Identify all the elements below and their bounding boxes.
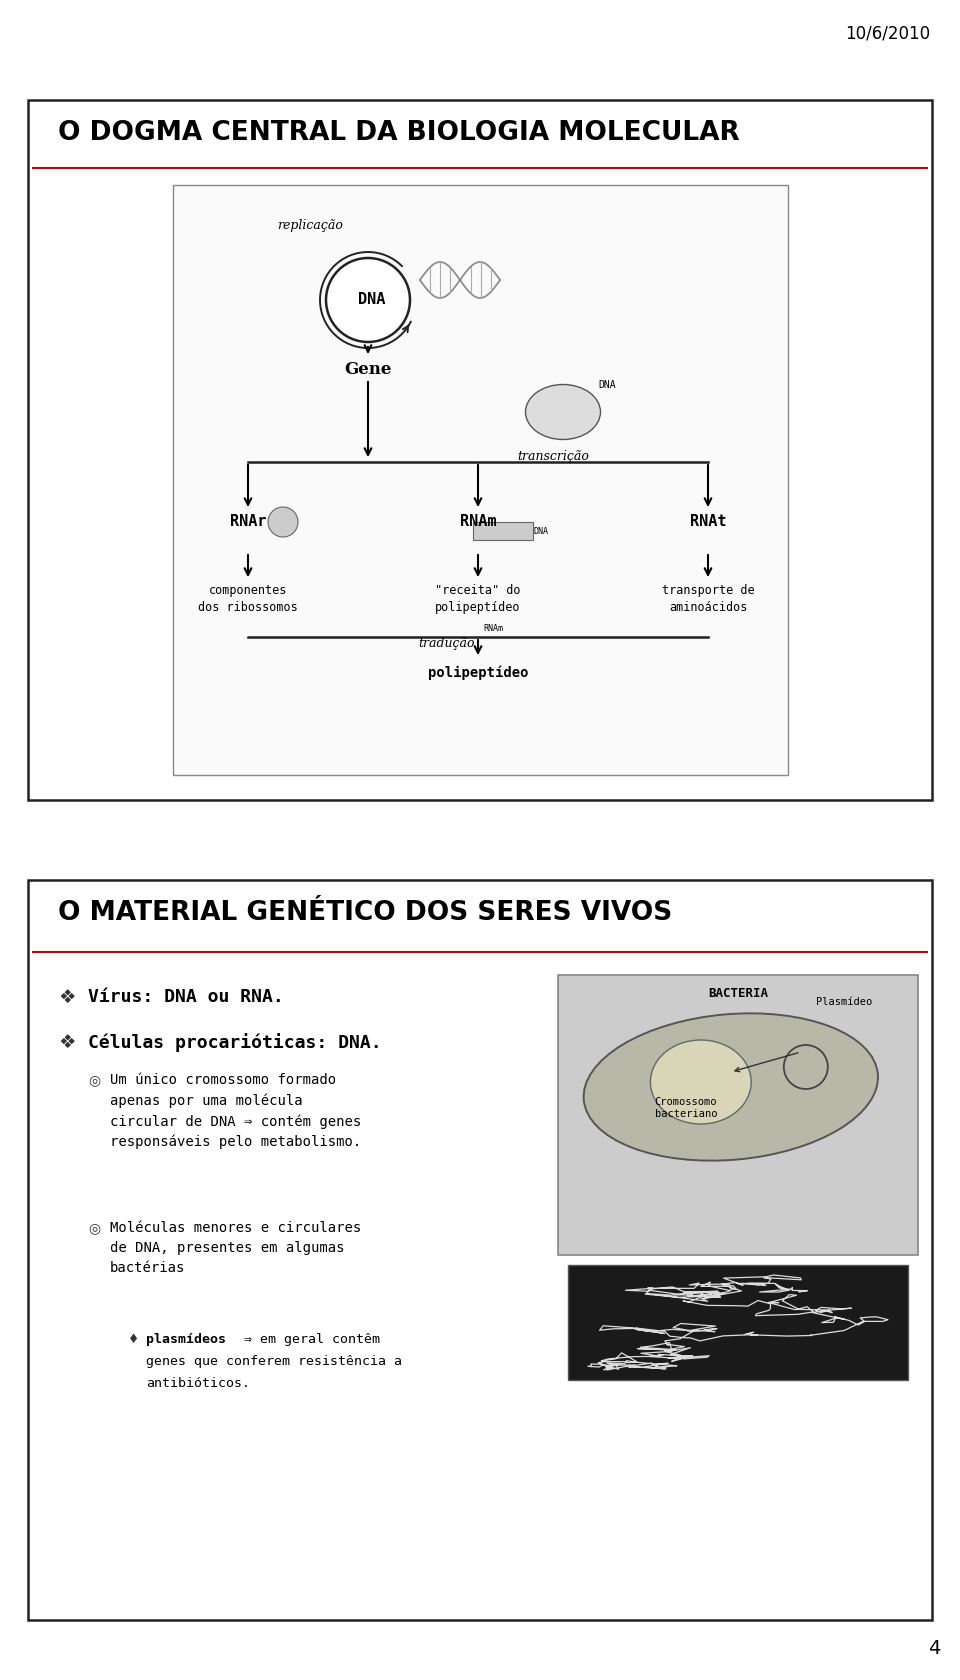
Text: ◎: ◎ bbox=[88, 1074, 100, 1087]
Text: ❖: ❖ bbox=[58, 1033, 76, 1052]
Text: Vírus: DNA ou RNA.: Vírus: DNA ou RNA. bbox=[88, 988, 284, 1006]
Text: antibióticos.: antibióticos. bbox=[146, 1378, 250, 1389]
Text: componentes
dos ribossomos: componentes dos ribossomos bbox=[198, 585, 298, 613]
Ellipse shape bbox=[584, 1013, 878, 1161]
Text: BACTERIA: BACTERIA bbox=[708, 986, 768, 1000]
Ellipse shape bbox=[525, 385, 601, 440]
Circle shape bbox=[268, 507, 298, 538]
Text: ◎: ◎ bbox=[88, 1221, 100, 1235]
Text: 10/6/2010: 10/6/2010 bbox=[845, 25, 930, 44]
Text: RNAm: RNAm bbox=[483, 623, 503, 633]
Text: DNA: DNA bbox=[598, 380, 615, 390]
Text: genes que conferem resistência a: genes que conferem resistência a bbox=[146, 1356, 402, 1368]
Text: 4: 4 bbox=[927, 1640, 940, 1658]
Text: transporte de
aminoácidos: transporte de aminoácidos bbox=[661, 585, 755, 613]
FancyBboxPatch shape bbox=[173, 185, 788, 774]
Text: DNA: DNA bbox=[533, 528, 548, 536]
FancyBboxPatch shape bbox=[28, 880, 932, 1620]
Text: ⇒ em geral contêm: ⇒ em geral contêm bbox=[236, 1332, 380, 1346]
Text: transcrição: transcrição bbox=[517, 450, 588, 464]
FancyBboxPatch shape bbox=[558, 974, 918, 1255]
Text: ❖: ❖ bbox=[58, 988, 76, 1006]
Text: DNA: DNA bbox=[358, 292, 386, 307]
FancyBboxPatch shape bbox=[28, 101, 932, 800]
Text: tradução: tradução bbox=[418, 637, 474, 650]
Text: Um único cromossomo formado
apenas por uma molécula
circular de DNA ⇒ contém gen: Um único cromossomo formado apenas por u… bbox=[110, 1074, 361, 1149]
FancyBboxPatch shape bbox=[568, 1265, 908, 1379]
Text: plasmídeos: plasmídeos bbox=[146, 1332, 226, 1346]
Text: O MATERIAL GENÉTICO DOS SERES VIVOS: O MATERIAL GENÉTICO DOS SERES VIVOS bbox=[58, 900, 672, 926]
FancyBboxPatch shape bbox=[473, 522, 533, 539]
Circle shape bbox=[326, 259, 410, 343]
Text: O DOGMA CENTRAL DA BIOLOGIA MOLECULAR: O DOGMA CENTRAL DA BIOLOGIA MOLECULAR bbox=[58, 119, 740, 146]
Text: Cromossomo
bacteriano: Cromossomo bacteriano bbox=[655, 1097, 717, 1119]
Text: ♦: ♦ bbox=[128, 1332, 139, 1346]
Text: polipeptídeo: polipeptídeo bbox=[428, 665, 528, 679]
Text: RNAt: RNAt bbox=[689, 514, 727, 529]
Text: replicação: replicação bbox=[277, 218, 343, 232]
Text: RNAm: RNAm bbox=[460, 514, 496, 529]
Text: Moléculas menores e circulares
de DNA, presentes em algumas
bactérias: Moléculas menores e circulares de DNA, p… bbox=[110, 1221, 361, 1275]
Text: RNAr: RNAr bbox=[229, 514, 266, 529]
Text: Gene: Gene bbox=[345, 361, 392, 378]
Text: "receita" do
polipeptídeo: "receita" do polipeptídeo bbox=[435, 585, 520, 613]
Text: Plasmídeo: Plasmídeo bbox=[816, 998, 872, 1008]
Text: Células procarióticas: DNA.: Células procarióticas: DNA. bbox=[88, 1033, 382, 1052]
Ellipse shape bbox=[651, 1040, 751, 1124]
